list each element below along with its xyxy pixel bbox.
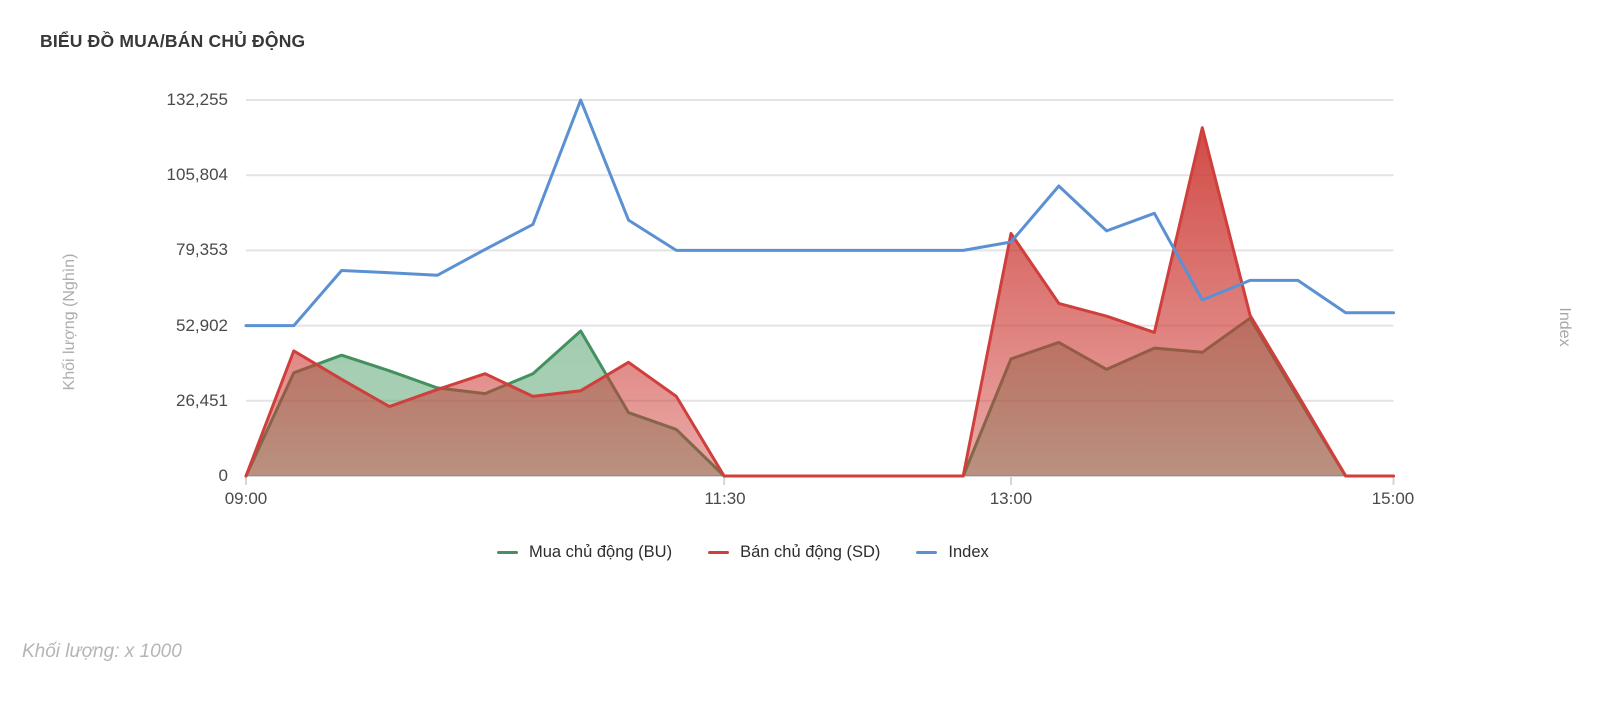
y-tick-label: 79,353 xyxy=(176,240,228,259)
x-tick-label: 15:00 xyxy=(1371,489,1415,508)
x-tick-label: 09:00 xyxy=(224,489,268,508)
y-tick-label: 0 xyxy=(218,466,228,485)
page-title: BIỂU ĐỒ MUA/BÁN CHỦ ĐỘNG xyxy=(40,31,306,51)
x-tick-label: 11:30 xyxy=(704,489,746,508)
x-tick-label: 13:00 xyxy=(989,489,1033,508)
index-legend-dash-icon xyxy=(916,550,938,555)
legend-item-bu[interactable]: Mua chủ động (BU) xyxy=(497,543,672,562)
legend: Mua chủ động (BU) Bán chủ động (SD) Inde… xyxy=(497,543,989,562)
y-tick-label: 26,451 xyxy=(176,391,228,410)
y-tick-label: 52,902 xyxy=(176,316,228,335)
legend-item-sd[interactable]: Bán chủ động (SD) xyxy=(708,543,880,562)
y-axis-title: Khối lượng (Nghìn) xyxy=(61,253,78,391)
footer-note: Khối lượng: x 1000 xyxy=(22,641,182,662)
legend-label: Index xyxy=(948,543,989,561)
legend-label: Mua chủ động (BU) xyxy=(529,543,673,561)
y-tick-label: 105,804 xyxy=(166,165,228,184)
sd-legend-dash-icon xyxy=(708,550,730,555)
right-axis-title: Index xyxy=(1556,307,1573,347)
legend-item-index[interactable]: Index xyxy=(916,543,989,562)
legend-label: Bán chủ động (SD) xyxy=(740,543,881,561)
sd-area xyxy=(246,127,1394,476)
index-series-line xyxy=(244,98,1395,328)
bu-legend-dash-icon xyxy=(497,550,518,555)
y-tick-label: 132,255 xyxy=(166,90,228,109)
sd-series-line xyxy=(244,126,1395,478)
